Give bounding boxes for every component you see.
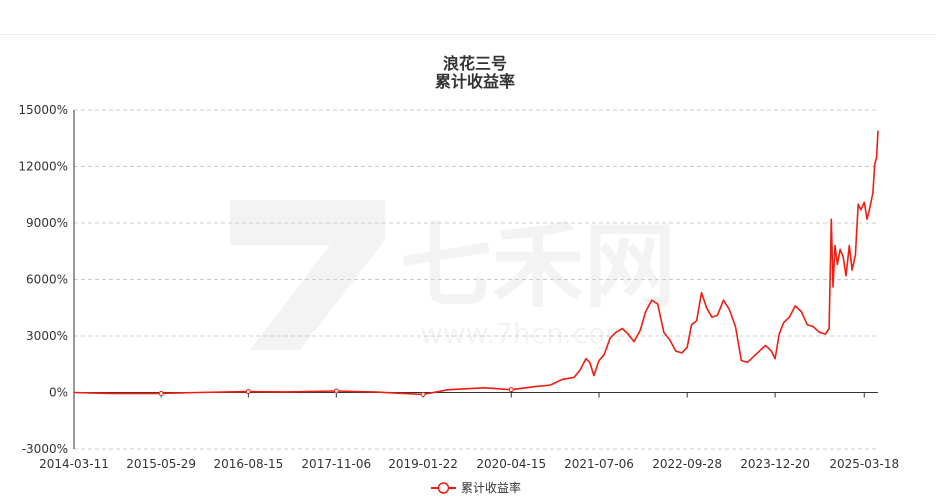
watermark-logo-icon xyxy=(230,200,385,350)
y-tick-label: 0% xyxy=(49,386,68,400)
legend-label: 累计收益率 xyxy=(461,480,521,495)
x-tick-label: 2025-03-18 xyxy=(829,457,899,471)
legend-marker-icon xyxy=(437,482,450,494)
x-tick-label: 2019-01-22 xyxy=(388,457,458,471)
x-tick-label: 2022-09-28 xyxy=(652,457,722,471)
chart-title: 浪花三号 xyxy=(443,54,507,73)
data-point[interactable] xyxy=(420,391,426,397)
y-tick-label: -3000% xyxy=(22,442,68,456)
watermark-url: www.7hcn.com xyxy=(420,317,632,350)
x-tick-label: 2021-07-06 xyxy=(564,457,634,471)
x-tick-label: 2014-03-11 xyxy=(39,457,109,471)
x-tick-label: 2020-04-15 xyxy=(476,457,546,471)
data-point[interactable] xyxy=(245,389,251,395)
x-tick-label: 2016-08-15 xyxy=(213,457,283,471)
watermark: 七禾网 www.7hcn.com xyxy=(230,200,676,350)
series-line xyxy=(73,130,879,396)
x-tick-label: 2023-12-20 xyxy=(740,457,810,471)
data-point[interactable] xyxy=(158,390,164,396)
series-layer xyxy=(73,130,879,397)
y-tick-label: 9000% xyxy=(26,216,68,230)
y-axis-ticks: 15000% 12000% 9000% 6000% 3000% 0% -3000% xyxy=(18,103,68,456)
legend[interactable]: 累计收益率 xyxy=(431,480,521,495)
x-tick-label: 2017-11-06 xyxy=(301,457,371,471)
data-point[interactable] xyxy=(333,388,339,394)
y-tick-label: 6000% xyxy=(26,273,68,287)
top-bar xyxy=(0,0,936,35)
data-point[interactable] xyxy=(508,387,514,393)
watermark-logo-text: 七禾网 xyxy=(400,213,676,320)
x-tick-label: 2015-05-29 xyxy=(126,457,196,471)
y-tick-label: 12000% xyxy=(18,160,68,174)
x-axis: 2014-03-11 2015-05-29 2016-08-15 2017-11-06… xyxy=(39,110,899,471)
y-tick-label: 15000% xyxy=(18,103,68,117)
chart-subtitle: 累计收益率 xyxy=(435,72,515,91)
grid-lines xyxy=(74,109,878,450)
y-tick-label: 3000% xyxy=(26,329,68,343)
